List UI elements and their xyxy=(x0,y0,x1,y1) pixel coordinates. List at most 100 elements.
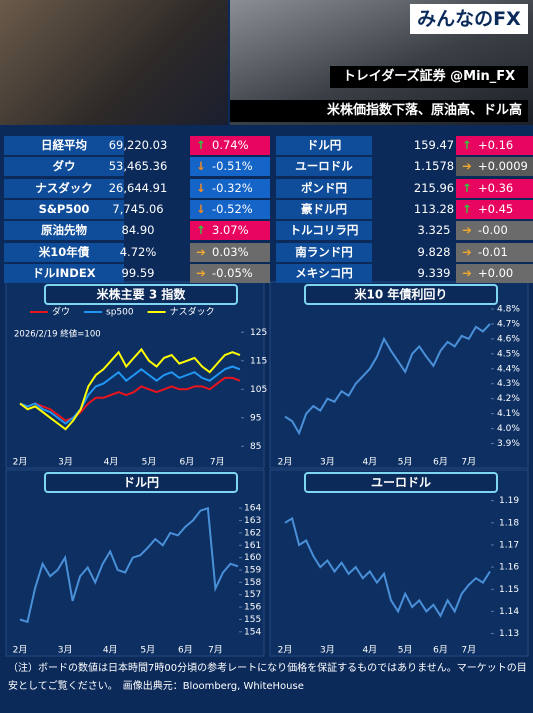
trend-arrow: ➔ xyxy=(462,244,472,259)
row-change: -0.32% xyxy=(190,178,270,198)
account-banner: トレイダーズ証券 @Min_FX xyxy=(330,66,528,88)
row-name: ユーロドル xyxy=(276,157,372,177)
row-value: 7,745.06 xyxy=(112,201,164,216)
x-tick-label: 4月 xyxy=(362,645,377,656)
y-tick-label: 1.15 xyxy=(499,585,519,595)
x-tick-label: 4月 xyxy=(103,645,118,656)
x-tick-label: 2月 xyxy=(13,457,28,468)
legend-label: ナスダック xyxy=(170,306,215,318)
y-tick-label: 1.17 xyxy=(499,540,519,550)
row-name: トルコリラ円 xyxy=(276,221,372,241)
row-value: 159.47 xyxy=(413,138,455,152)
row-change: -0.05% xyxy=(190,263,270,283)
data-line xyxy=(19,365,241,425)
y-tick-label: 1.14 xyxy=(499,607,519,617)
y-tick-label: 4.1% xyxy=(497,409,520,419)
data-line xyxy=(284,323,491,436)
chart-panel xyxy=(269,469,529,657)
row-name: ナスダック xyxy=(4,178,124,198)
x-tick-label: 7月 xyxy=(208,645,223,656)
y-tick-label: 4.7% xyxy=(497,319,520,329)
y-tick-label: 162 xyxy=(244,528,261,538)
row-value: 9.339 xyxy=(417,265,451,280)
title-box xyxy=(304,472,498,493)
x-tick-label: 3月 xyxy=(58,645,73,656)
row-change: +0.00 xyxy=(456,263,533,283)
y-tick-label: 1.19 xyxy=(499,496,519,506)
title-box xyxy=(44,472,238,493)
chart-title: 米株主要 3 指数 xyxy=(97,287,187,302)
trend-arrow: ➔ xyxy=(462,265,472,280)
x-tick-label: 3月 xyxy=(320,645,335,656)
row-change: -0.00 xyxy=(456,221,533,241)
y-tick-label: 1.16 xyxy=(499,563,519,573)
row-change: 0.03% xyxy=(190,242,270,262)
row-change: +0.0009 xyxy=(456,157,533,177)
trend-arrow: ↓ xyxy=(196,180,206,195)
row-change: -0.51% xyxy=(190,157,270,177)
charts: 米株主要 3 指数 85 95 105 115 125 2月 3月 4月 5月 6月 7月 ダウ sp50… xyxy=(5,281,529,657)
trend-arrow: ↑ xyxy=(462,201,472,216)
chart-note: 2026/2/19 終値=100 xyxy=(14,329,101,340)
row-name: 日経平均 xyxy=(4,136,124,155)
y-tick-label: 164 xyxy=(244,504,261,514)
row-name: ドル円 xyxy=(276,136,372,155)
y-tick-label: 115 xyxy=(250,356,267,366)
trend-arrow: ↓ xyxy=(196,201,206,216)
x-tick-label: 5月 xyxy=(142,457,157,468)
x-tick-label: 7月 xyxy=(461,645,476,656)
y-tick-label: 4.6% xyxy=(497,334,520,344)
row-name: 豪ドル円 xyxy=(276,199,372,219)
x-tick-label: 6月 xyxy=(433,645,448,656)
row-value: 99.59 xyxy=(121,265,155,280)
y-tick-label: 1.18 xyxy=(499,518,519,528)
chart-title: ユーロドル xyxy=(371,476,431,490)
row-value: 3.325 xyxy=(417,223,451,238)
y-tick-label: 4.3% xyxy=(497,379,520,389)
data-line xyxy=(19,506,239,624)
data-line xyxy=(19,376,241,422)
chart-title: 米10 年債利回り xyxy=(355,287,448,302)
data-line xyxy=(19,347,241,431)
row-name: メキシコ円 xyxy=(276,263,372,283)
trend-arrow: ➔ xyxy=(462,159,472,174)
y-tick-label: 95 xyxy=(250,413,261,423)
photo-left xyxy=(0,0,228,125)
x-tick-label: 2月 xyxy=(278,457,293,468)
row-value: 26,644.91 xyxy=(108,180,168,195)
x-tick-label: 5月 xyxy=(398,457,413,468)
row-value: 1.1578 xyxy=(413,159,455,174)
row-value: 9.828 xyxy=(417,244,451,259)
row-name: S&P500 xyxy=(4,199,124,219)
x-tick-label: 5月 xyxy=(140,645,155,656)
x-tick-label: 6月 xyxy=(180,457,195,468)
data-line xyxy=(284,516,491,618)
row-value: 215.96 xyxy=(413,180,455,195)
row-change: +0.16 xyxy=(456,136,533,155)
row-change: -0.01 xyxy=(456,242,533,262)
brand-logo: みんなのFX xyxy=(410,4,528,34)
row-change: 0.74% xyxy=(190,136,270,155)
x-tick-label: 5月 xyxy=(398,645,413,656)
legend-label: sp500 xyxy=(106,308,134,318)
row-change: -0.52% xyxy=(190,199,270,219)
row-name: 原油先物 xyxy=(4,221,124,241)
row-name: 米10年債 xyxy=(4,242,124,262)
y-tick-label: 4.8% xyxy=(497,304,520,314)
row-name: ポンド円 xyxy=(276,178,372,198)
trend-arrow: ↑ xyxy=(196,223,206,238)
row-value: 69,220.03 xyxy=(108,138,168,152)
x-tick-label: 2月 xyxy=(278,645,293,656)
y-tick-label: 1.13 xyxy=(499,629,519,639)
trend-arrow: ➔ xyxy=(196,244,206,259)
trend-arrow: ↑ xyxy=(196,138,206,152)
x-tick-label: 6月 xyxy=(433,457,448,468)
row-change: +0.45 xyxy=(456,199,533,219)
x-tick-label: 4月 xyxy=(362,457,377,468)
trend-arrow: ↑ xyxy=(462,138,472,152)
y-tick-label: 155 xyxy=(244,615,261,625)
x-tick-label: 2月 xyxy=(13,645,28,656)
y-tick-label: 163 xyxy=(244,516,261,526)
x-tick-label: 3月 xyxy=(58,457,73,468)
